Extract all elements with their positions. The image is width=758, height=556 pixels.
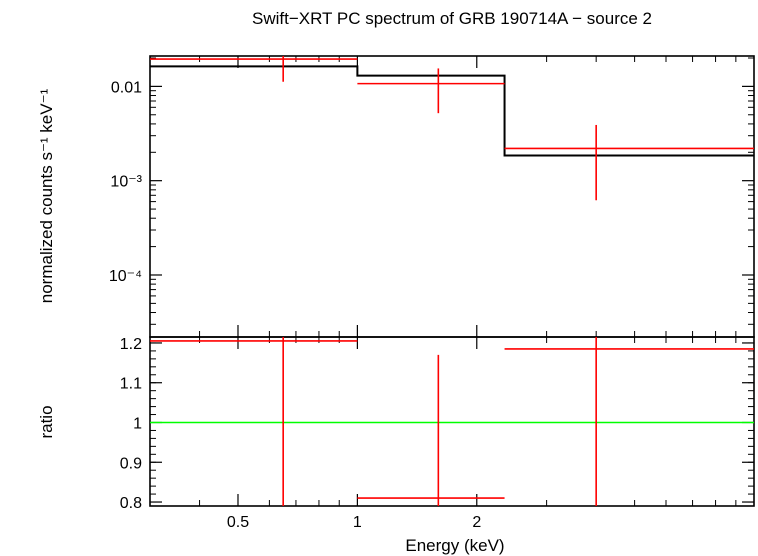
spectrum-y-tick-label: 10⁻⁴ (109, 268, 142, 285)
chart-title: Swift−XRT PC spectrum of GRB 190714A − s… (252, 9, 652, 28)
spectrum-data-point (150, 56, 358, 82)
ratio-plot-frame (149, 336, 755, 507)
ratio-y-tick-label: 1.1 (120, 376, 142, 393)
spectrum-data-point (357, 68, 505, 114)
x-axis-label: Energy (keV) (405, 536, 504, 555)
ratio-y-tick-label: 1 (133, 415, 142, 432)
spectrum-y-tick-label: 10⁻³ (110, 174, 142, 191)
ratio-data-point (150, 337, 358, 506)
ratio-y-axis-label: ratio (37, 405, 56, 438)
ratio-y-tick-label: 0.9 (120, 455, 142, 472)
spectrum-data-point (504, 124, 754, 201)
model-step-line (150, 65, 754, 157)
ratio-y-tick-label: 0.8 (120, 495, 142, 512)
x-tick-label: 0.5 (227, 514, 249, 531)
spectrum-y-tick-label: 0.01 (111, 79, 142, 96)
spectrum-plot-frame (149, 55, 755, 338)
x-tick-label: 1 (353, 514, 362, 531)
spectrum-y-axis-label: normalized counts s⁻¹ keV⁻¹ (37, 88, 56, 303)
ratio-data-point (504, 337, 754, 506)
x-tick-label: 2 (472, 514, 481, 531)
ratio-y-tick-label: 1.2 (120, 336, 142, 353)
ratio-data-point (357, 354, 505, 506)
